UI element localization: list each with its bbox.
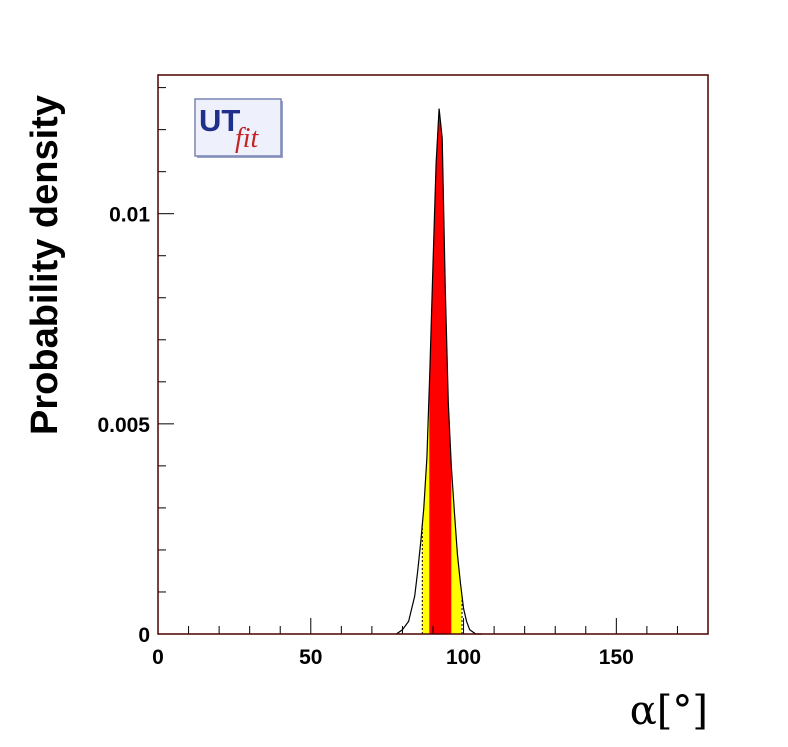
x-tick-label: 0 [152,646,164,669]
interval-68-band [429,109,452,635]
y-tick-label: 0 [138,624,150,647]
utfit-logo: UT fit [194,98,283,158]
x-axis-title: α[°] [630,688,708,734]
y-axis-title: Probability density [24,95,66,435]
logo-fit-text: fit [235,123,260,154]
logo-ut-text: UT [199,103,240,138]
x-tick-labels: 0 50 100 150 [152,646,634,669]
y-tick-label: 0.01 [109,204,150,227]
x-tick-label: 100 [446,646,481,669]
y-tick-label: 0.005 [97,414,150,437]
plot-area [157,74,709,635]
y-tick-labels: 0 0.005 0.01 [97,204,150,647]
x-tick-label: 50 [299,646,322,669]
x-tick-label: 150 [599,646,634,669]
probability-density-curve [395,108,482,635]
plot-frame [157,74,709,635]
